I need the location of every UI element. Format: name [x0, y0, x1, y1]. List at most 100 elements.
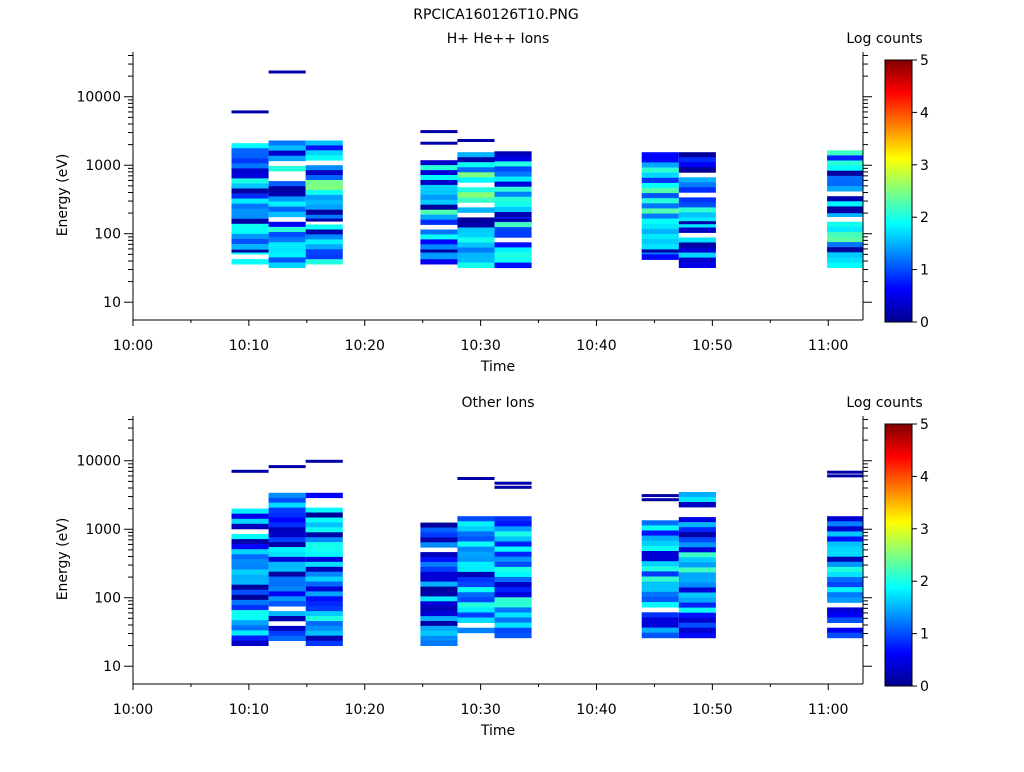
colorbar-tick-label: 2 — [920, 574, 929, 590]
spectrogram-bin — [641, 208, 679, 214]
y-axis-label: Energy (eV) — [55, 154, 71, 237]
spectrogram-bin — [268, 601, 306, 607]
spectrogram-bin — [457, 587, 495, 593]
spectrogram-bin — [457, 526, 495, 532]
spectrogram-bin — [457, 546, 495, 553]
spectrogram-bin — [231, 153, 269, 159]
spectrogram-bin — [494, 161, 532, 167]
spectrogram-bin — [678, 597, 716, 603]
y-tick-label: 10000 — [76, 90, 121, 106]
spectrogram-bin — [268, 497, 306, 504]
spectrogram-bin — [678, 537, 716, 543]
spectrogram-bin — [305, 189, 343, 196]
spectrogram-bin — [494, 196, 532, 203]
spectrogram-bin — [268, 552, 306, 558]
spectrogram-bin — [231, 143, 269, 149]
spectrogram-bin — [457, 152, 495, 158]
spectrogram-bin — [641, 622, 679, 628]
y-tick-label: 100 — [94, 227, 121, 243]
spectrogram-bin — [268, 611, 306, 617]
spectrogram-bin — [420, 219, 458, 225]
spectrogram-bin — [827, 571, 863, 578]
spectrogram-bin — [305, 517, 343, 523]
spectrogram-bin — [420, 259, 458, 265]
x-tick-label: 10:10 — [229, 702, 269, 718]
spectrogram-bin — [305, 175, 343, 181]
spectrogram-bin — [231, 610, 269, 616]
spectrogram-bin — [641, 167, 679, 173]
spectrogram-bin — [641, 571, 679, 577]
spectrogram-bin — [231, 228, 269, 235]
spectrogram-bin — [231, 259, 269, 265]
spectrogram-bin — [457, 521, 495, 527]
spectrogram-bin — [420, 209, 458, 215]
spectrogram-bin — [420, 194, 458, 201]
spectrogram-bin — [231, 523, 269, 530]
spectrogram-bin — [641, 223, 679, 230]
spectrogram-bin — [494, 252, 532, 258]
spectrogram-bin — [641, 203, 679, 209]
spectrogram-bin — [420, 562, 458, 568]
spectrogram-bin — [305, 621, 343, 627]
spectrogram-bin — [231, 549, 269, 555]
spectrogram-bin — [305, 199, 343, 206]
spectrogram-bin — [827, 211, 863, 217]
spectrogram-bin — [305, 155, 343, 161]
spectrogram-bin — [678, 542, 716, 548]
spectrogram-bin — [827, 196, 863, 202]
spectrogram-bin — [305, 635, 343, 641]
x-tick-label: 10:40 — [576, 338, 616, 354]
spectrogram-bin — [457, 531, 495, 537]
spectrogram-bin — [641, 586, 679, 593]
spectrogram-bin — [305, 180, 343, 186]
colorbar-tick-label: 5 — [920, 53, 929, 69]
colorbar-label: Log counts — [846, 395, 922, 411]
spectrogram-bin — [457, 556, 495, 563]
spectrogram-bin — [231, 173, 269, 179]
spectrogram-bin — [420, 239, 458, 245]
spectrogram-bin — [494, 191, 532, 198]
spectrogram-bin — [827, 566, 863, 573]
spectrogram-bin — [268, 556, 306, 563]
spectrogram-bin — [827, 577, 863, 583]
spectrogram-bin — [305, 150, 343, 156]
spectrogram-bin — [494, 516, 532, 522]
spectrogram-bin — [457, 566, 495, 573]
spectrogram-bin — [641, 576, 679, 582]
spectrogram-bin — [641, 157, 679, 163]
spectrogram-bin — [268, 145, 306, 151]
spectrogram-bin — [457, 262, 495, 268]
spectrogram-bin — [420, 234, 458, 240]
spectrogram-bin — [827, 237, 863, 243]
spectrogram-bin — [678, 217, 716, 223]
spectrogram-bin — [494, 587, 532, 593]
spectrogram-bin — [827, 231, 863, 238]
spectrogram-bin — [827, 632, 863, 639]
spectrogram-bin — [827, 186, 863, 192]
spectrogram-bin — [678, 262, 716, 268]
spectrogram-line — [827, 210, 863, 214]
colorbar-tick-label: 3 — [920, 158, 929, 174]
spectrogram-bin — [305, 254, 343, 260]
spectrogram-bin — [641, 218, 679, 225]
spectrogram-bin — [494, 632, 532, 639]
spectrogram-bin — [827, 165, 863, 172]
spectrogram-bin — [494, 206, 532, 213]
spectrogram-bin — [268, 517, 306, 523]
spectrogram-bin — [827, 617, 863, 623]
spectrogram-bin — [457, 627, 495, 634]
spectrogram-bin — [268, 635, 306, 641]
spectrogram-bin — [305, 591, 343, 597]
spectrogram-bin — [494, 607, 532, 613]
spectrogram-bin — [305, 527, 343, 533]
y-tick-label: 10 — [103, 659, 121, 675]
y-tick-label: 1000 — [85, 522, 121, 538]
spectrogram-bin — [420, 581, 458, 587]
spectrogram-bin — [678, 167, 716, 173]
spectrogram-bin — [678, 202, 716, 208]
spectrogram-bin — [494, 247, 532, 253]
spectrogram-bin — [268, 181, 306, 187]
spectrogram-bin — [268, 186, 306, 192]
spectrogram-bin — [641, 193, 679, 199]
spectrogram-bin — [678, 222, 716, 228]
